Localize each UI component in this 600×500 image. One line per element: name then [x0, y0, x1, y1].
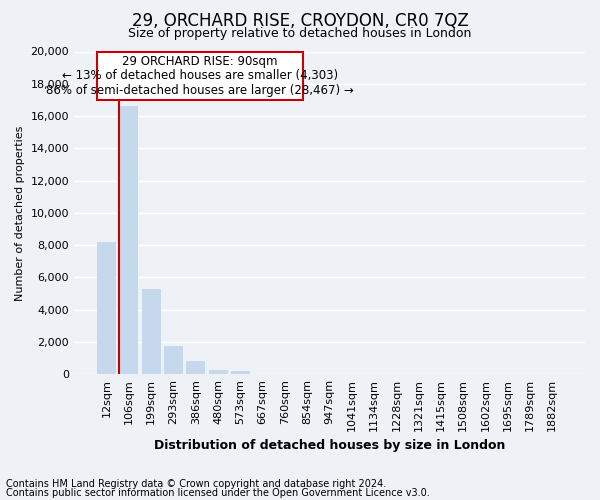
Text: Size of property relative to detached houses in London: Size of property relative to detached ho… [128, 28, 472, 40]
Text: Contains HM Land Registry data © Crown copyright and database right 2024.: Contains HM Land Registry data © Crown c… [6, 479, 386, 489]
Bar [164, 346, 183, 374]
Bar [187, 362, 205, 374]
Bar [119, 106, 139, 374]
Text: 86% of semi-detached houses are larger (28,467) →: 86% of semi-detached houses are larger (… [46, 84, 353, 96]
X-axis label: Distribution of detached houses by size in London: Distribution of detached houses by size … [154, 440, 505, 452]
Y-axis label: Number of detached properties: Number of detached properties [15, 125, 25, 300]
Text: Contains public sector information licensed under the Open Government Licence v3: Contains public sector information licen… [6, 488, 430, 498]
Text: 29, ORCHARD RISE, CROYDON, CR0 7QZ: 29, ORCHARD RISE, CROYDON, CR0 7QZ [131, 12, 469, 30]
Bar [142, 288, 161, 374]
Bar [97, 242, 116, 374]
Bar [231, 371, 250, 374]
Bar [209, 370, 227, 374]
Text: ← 13% of detached houses are smaller (4,303): ← 13% of detached houses are smaller (4,… [62, 69, 338, 82]
FancyBboxPatch shape [97, 52, 303, 100]
Text: 29 ORCHARD RISE: 90sqm: 29 ORCHARD RISE: 90sqm [122, 54, 277, 68]
